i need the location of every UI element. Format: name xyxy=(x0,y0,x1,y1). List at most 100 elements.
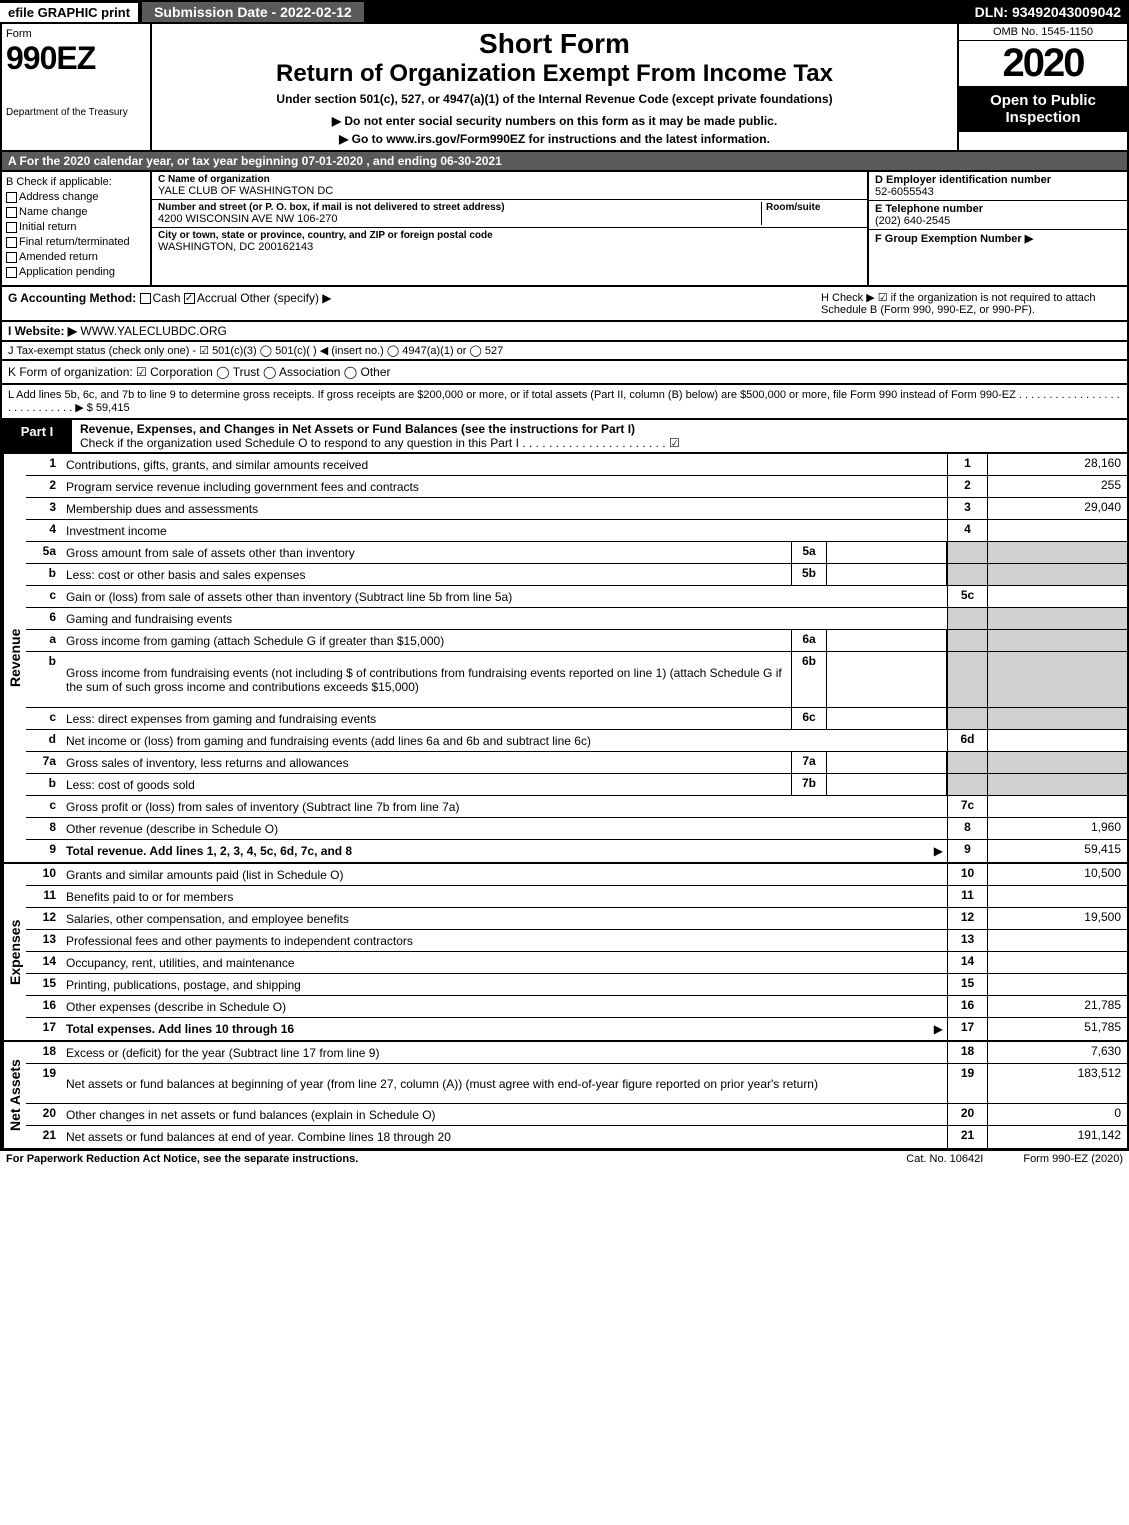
line-7b: bLess: cost of goods sold7b xyxy=(26,774,1127,796)
form-number: 990EZ xyxy=(6,40,146,77)
line-6a: aGross income from gaming (attach Schedu… xyxy=(26,630,1127,652)
line-2: 2Program service revenue including gover… xyxy=(26,476,1127,498)
g-label: G Accounting Method: xyxy=(8,291,136,305)
phone: (202) 640-2545 xyxy=(875,215,1121,227)
f-label: F Group Exemption Number ▶ xyxy=(875,232,1121,245)
omb-number: OMB No. 1545-1150 xyxy=(959,24,1127,41)
ssn-warning: ▶ Do not enter social security numbers o… xyxy=(156,114,953,128)
line-5c: cGain or (loss) from sale of assets othe… xyxy=(26,586,1127,608)
part1-label: Part I xyxy=(2,420,72,452)
h-note: H Check ▶ ☑ if the organization is not r… xyxy=(821,291,1121,316)
line-6c: cLess: direct expenses from gaming and f… xyxy=(26,708,1127,730)
short-form-title: Short Form xyxy=(156,28,953,60)
revenue-table: Revenue 1Contributions, gifts, grants, a… xyxy=(0,454,1129,864)
chk-accrual[interactable] xyxy=(184,293,195,304)
city-row: City or town, state or province, country… xyxy=(152,228,867,255)
revenue-body: 1Contributions, gifts, grants, and simil… xyxy=(26,454,1127,862)
group-row: F Group Exemption Number ▶ xyxy=(869,230,1127,247)
info-block: B Check if applicable: Address change Na… xyxy=(0,172,1129,287)
open-inspection: Open to Public Inspection xyxy=(959,86,1127,132)
form-ref: Form 990-EZ (2020) xyxy=(1023,1153,1123,1165)
paperwork-notice: For Paperwork Reduction Act Notice, see … xyxy=(6,1153,358,1165)
form-label: Form xyxy=(6,28,146,40)
chk-name[interactable]: Name change xyxy=(6,206,146,218)
c-label: C Name of organization xyxy=(158,174,861,185)
line-1: 1Contributions, gifts, grants, and simil… xyxy=(26,454,1127,476)
i-label: I Website: ▶ xyxy=(8,324,77,338)
row-l: L Add lines 5b, 6c, and 7b to line 9 to … xyxy=(0,385,1129,420)
line-16: 16Other expenses (describe in Schedule O… xyxy=(26,996,1127,1018)
city-label: City or town, state or province, country… xyxy=(158,230,861,241)
return-title: Return of Organization Exempt From Incom… xyxy=(156,60,953,88)
line-18: 18Excess or (deficit) for the year (Subt… xyxy=(26,1042,1127,1064)
room-label: Room/suite xyxy=(766,202,861,213)
line-10: 10Grants and similar amounts paid (list … xyxy=(26,864,1127,886)
netassets-body: 18Excess or (deficit) for the year (Subt… xyxy=(26,1042,1127,1148)
under-section: Under section 501(c), 527, or 4947(a)(1)… xyxy=(156,92,953,106)
goto-link[interactable]: ▶ Go to www.irs.gov/Form990EZ for instru… xyxy=(156,132,953,146)
chk-address[interactable]: Address change xyxy=(6,191,146,203)
line-8: 8Other revenue (describe in Schedule O)8… xyxy=(26,818,1127,840)
line-19: 19Net assets or fund balances at beginni… xyxy=(26,1064,1127,1104)
header-right: OMB No. 1545-1150 2020 Open to Public In… xyxy=(957,24,1127,150)
b-label: B Check if applicable: xyxy=(6,176,146,188)
line-6: 6Gaming and fundraising events xyxy=(26,608,1127,630)
expenses-table: Expenses 10Grants and similar amounts pa… xyxy=(0,864,1129,1042)
address: 4200 WISCONSIN AVE NW 106-270 xyxy=(158,213,761,225)
section-c: C Name of organization YALE CLUB OF WASH… xyxy=(152,172,867,285)
chk-amended[interactable]: Amended return xyxy=(6,251,146,263)
line-15: 15Printing, publications, postage, and s… xyxy=(26,974,1127,996)
dept-label: Department of the Treasury xyxy=(6,107,146,118)
org-name: YALE CLUB OF WASHINGTON DC xyxy=(158,185,861,197)
section-a: A For the 2020 calendar year, or tax yea… xyxy=(0,152,1129,172)
row-j: J Tax-exempt status (check only one) - ☑… xyxy=(0,342,1129,361)
line-20: 20Other changes in net assets or fund ba… xyxy=(26,1104,1127,1126)
netassets-table: Net Assets 18Excess or (deficit) for the… xyxy=(0,1042,1129,1150)
line-14: 14Occupancy, rent, utilities, and mainte… xyxy=(26,952,1127,974)
part1-title: Revenue, Expenses, and Changes in Net As… xyxy=(72,420,1127,452)
line-17: 17Total expenses. Add lines 10 through 1… xyxy=(26,1018,1127,1040)
chk-pending[interactable]: Application pending xyxy=(6,266,146,278)
submission-date: Submission Date - 2022-02-12 xyxy=(142,2,364,22)
tax-year: 2020 xyxy=(959,41,1127,86)
revenue-side-label: Revenue xyxy=(2,454,26,862)
line-21: 21Net assets or fund balances at end of … xyxy=(26,1126,1127,1148)
line-5a: 5aGross amount from sale of assets other… xyxy=(26,542,1127,564)
row-i: I Website: ▶ WWW.YALECLUBDC.ORG xyxy=(0,322,1129,342)
ein: 52-6055543 xyxy=(875,186,1121,198)
line-4: 4Investment income4 xyxy=(26,520,1127,542)
part1-header: Part I Revenue, Expenses, and Changes in… xyxy=(0,420,1129,454)
line-12: 12Salaries, other compensation, and empl… xyxy=(26,908,1127,930)
row-k: K Form of organization: ☑ Corporation ◯ … xyxy=(0,361,1129,385)
dln-label: DLN: 93492043009042 xyxy=(975,4,1129,20)
form-header: Form 990EZ Department of the Treasury Sh… xyxy=(0,24,1129,152)
org-name-row: C Name of organization YALE CLUB OF WASH… xyxy=(152,172,867,200)
line-6d: dNet income or (loss) from gaming and fu… xyxy=(26,730,1127,752)
section-def: D Employer identification number 52-6055… xyxy=(867,172,1127,285)
line-3: 3Membership dues and assessments329,040 xyxy=(26,498,1127,520)
header-left: Form 990EZ Department of the Treasury xyxy=(2,24,152,150)
chk-initial[interactable]: Initial return xyxy=(6,221,146,233)
line-7c: cGross profit or (loss) from sales of in… xyxy=(26,796,1127,818)
addr-label: Number and street (or P. O. box, if mail… xyxy=(158,202,761,213)
line-7a: 7aGross sales of inventory, less returns… xyxy=(26,752,1127,774)
address-row: Number and street (or P. O. box, if mail… xyxy=(152,200,867,228)
expenses-body: 10Grants and similar amounts paid (list … xyxy=(26,864,1127,1040)
footer: For Paperwork Reduction Act Notice, see … xyxy=(0,1150,1129,1167)
line-5b: bLess: cost or other basis and sales exp… xyxy=(26,564,1127,586)
row-g: G Accounting Method: Cash Accrual Other … xyxy=(0,287,1129,322)
cat-no: Cat. No. 10642I xyxy=(906,1153,983,1165)
ein-row: D Employer identification number 52-6055… xyxy=(869,172,1127,201)
d-label: D Employer identification number xyxy=(875,174,1121,186)
line-13: 13Professional fees and other payments t… xyxy=(26,930,1127,952)
top-bar: efile GRAPHIC print Submission Date - 20… xyxy=(0,0,1129,24)
netassets-side-label: Net Assets xyxy=(2,1042,26,1148)
header-center: Short Form Return of Organization Exempt… xyxy=(152,24,957,150)
chk-cash[interactable] xyxy=(140,293,151,304)
phone-row: E Telephone number (202) 640-2545 xyxy=(869,201,1127,230)
line-11: 11Benefits paid to or for members11 xyxy=(26,886,1127,908)
website[interactable]: WWW.YALECLUBDC.ORG xyxy=(80,324,226,338)
chk-final[interactable]: Final return/terminated xyxy=(6,236,146,248)
section-b: B Check if applicable: Address change Na… xyxy=(2,172,152,285)
line-9: 9Total revenue. Add lines 1, 2, 3, 4, 5c… xyxy=(26,840,1127,862)
